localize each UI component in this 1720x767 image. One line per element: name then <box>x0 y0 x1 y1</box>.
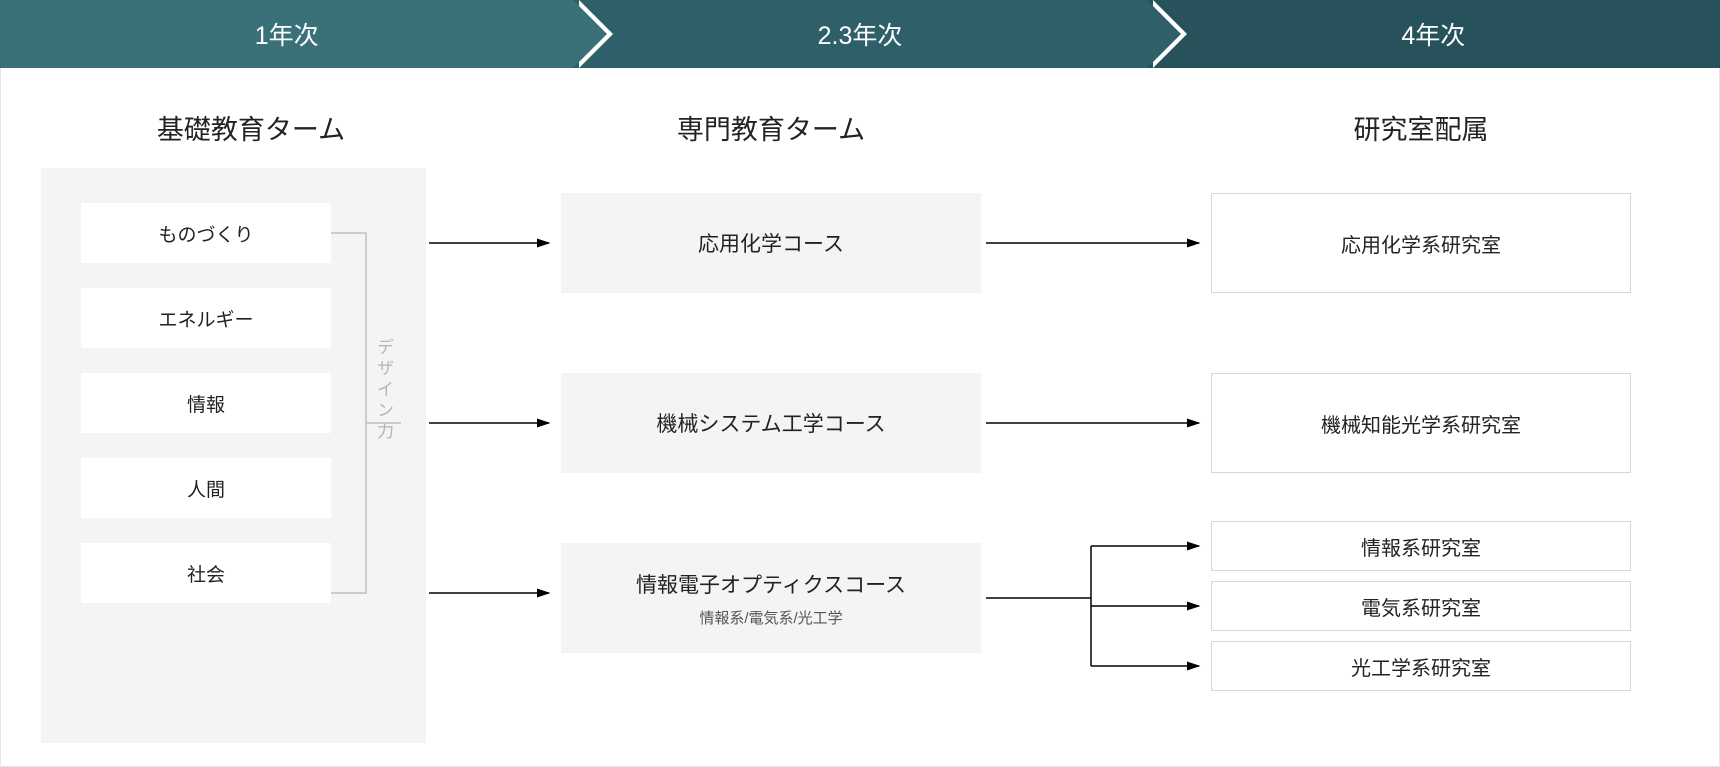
foundation-item: 社会 <box>81 543 331 603</box>
foundation-label: 社会 <box>187 560 225 587</box>
stage-label: 4年次 <box>1401 16 1465 52</box>
lab-label: 機械知能光学系研究室 <box>1321 409 1521 438</box>
foundation-label: エネルギー <box>158 305 253 332</box>
course-sublabel: 情報系/電気系/光工学 <box>699 607 842 628</box>
lab-box: 光工学系研究室 <box>1211 641 1631 691</box>
lab-label: 光工学系研究室 <box>1351 652 1491 681</box>
stage-year-2-3: 2.3年次 <box>573 0 1146 68</box>
vertical-label-design: デザイン力 <box>371 338 396 443</box>
course-box: 機械システム工学コース <box>561 373 981 473</box>
course-label: 情報電子オプティクスコース <box>636 569 906 599</box>
course-label: 機械システム工学コース <box>656 408 885 438</box>
lab-box: 情報系研究室 <box>1211 521 1631 571</box>
foundation-label: 情報 <box>187 390 225 417</box>
course-box: 応用化学コース <box>561 193 981 293</box>
chevron-icon <box>1147 0 1181 68</box>
lab-box: 機械知能光学系研究室 <box>1211 373 1631 473</box>
course-label: 応用化学コース <box>698 228 844 258</box>
diagram-content: 基礎教育ターム 専門教育ターム 研究室配属 ものづくり エネルギー 情報 人間 … <box>0 68 1720 767</box>
section-title-foundation: 基礎教育ターム <box>101 108 401 147</box>
section-title-lab: 研究室配属 <box>1271 108 1571 147</box>
stage-header: 1年次 2.3年次 4年次 <box>0 0 1720 68</box>
foundation-item: 情報 <box>81 373 331 433</box>
lab-label: 電気系研究室 <box>1361 592 1481 621</box>
lab-label: 応用化学系研究室 <box>1341 229 1501 258</box>
stage-label: 2.3年次 <box>818 16 903 52</box>
foundation-item: ものづくり <box>81 203 331 263</box>
foundation-item: エネルギー <box>81 288 331 348</box>
foundation-item: 人間 <box>81 458 331 518</box>
lab-label: 情報系研究室 <box>1361 532 1481 561</box>
stage-year-1: 1年次 <box>0 0 573 68</box>
section-title-specialized: 専門教育ターム <box>621 108 921 147</box>
stage-label: 1年次 <box>255 16 319 52</box>
stage-year-4: 4年次 <box>1147 0 1720 68</box>
lab-box: 電気系研究室 <box>1211 581 1631 631</box>
lab-box: 応用化学系研究室 <box>1211 193 1631 293</box>
course-box: 情報電子オプティクスコース 情報系/電気系/光工学 <box>561 543 981 653</box>
foundation-label: 人間 <box>187 475 225 502</box>
chevron-icon <box>573 0 607 68</box>
foundation-label: ものづくり <box>158 220 253 247</box>
